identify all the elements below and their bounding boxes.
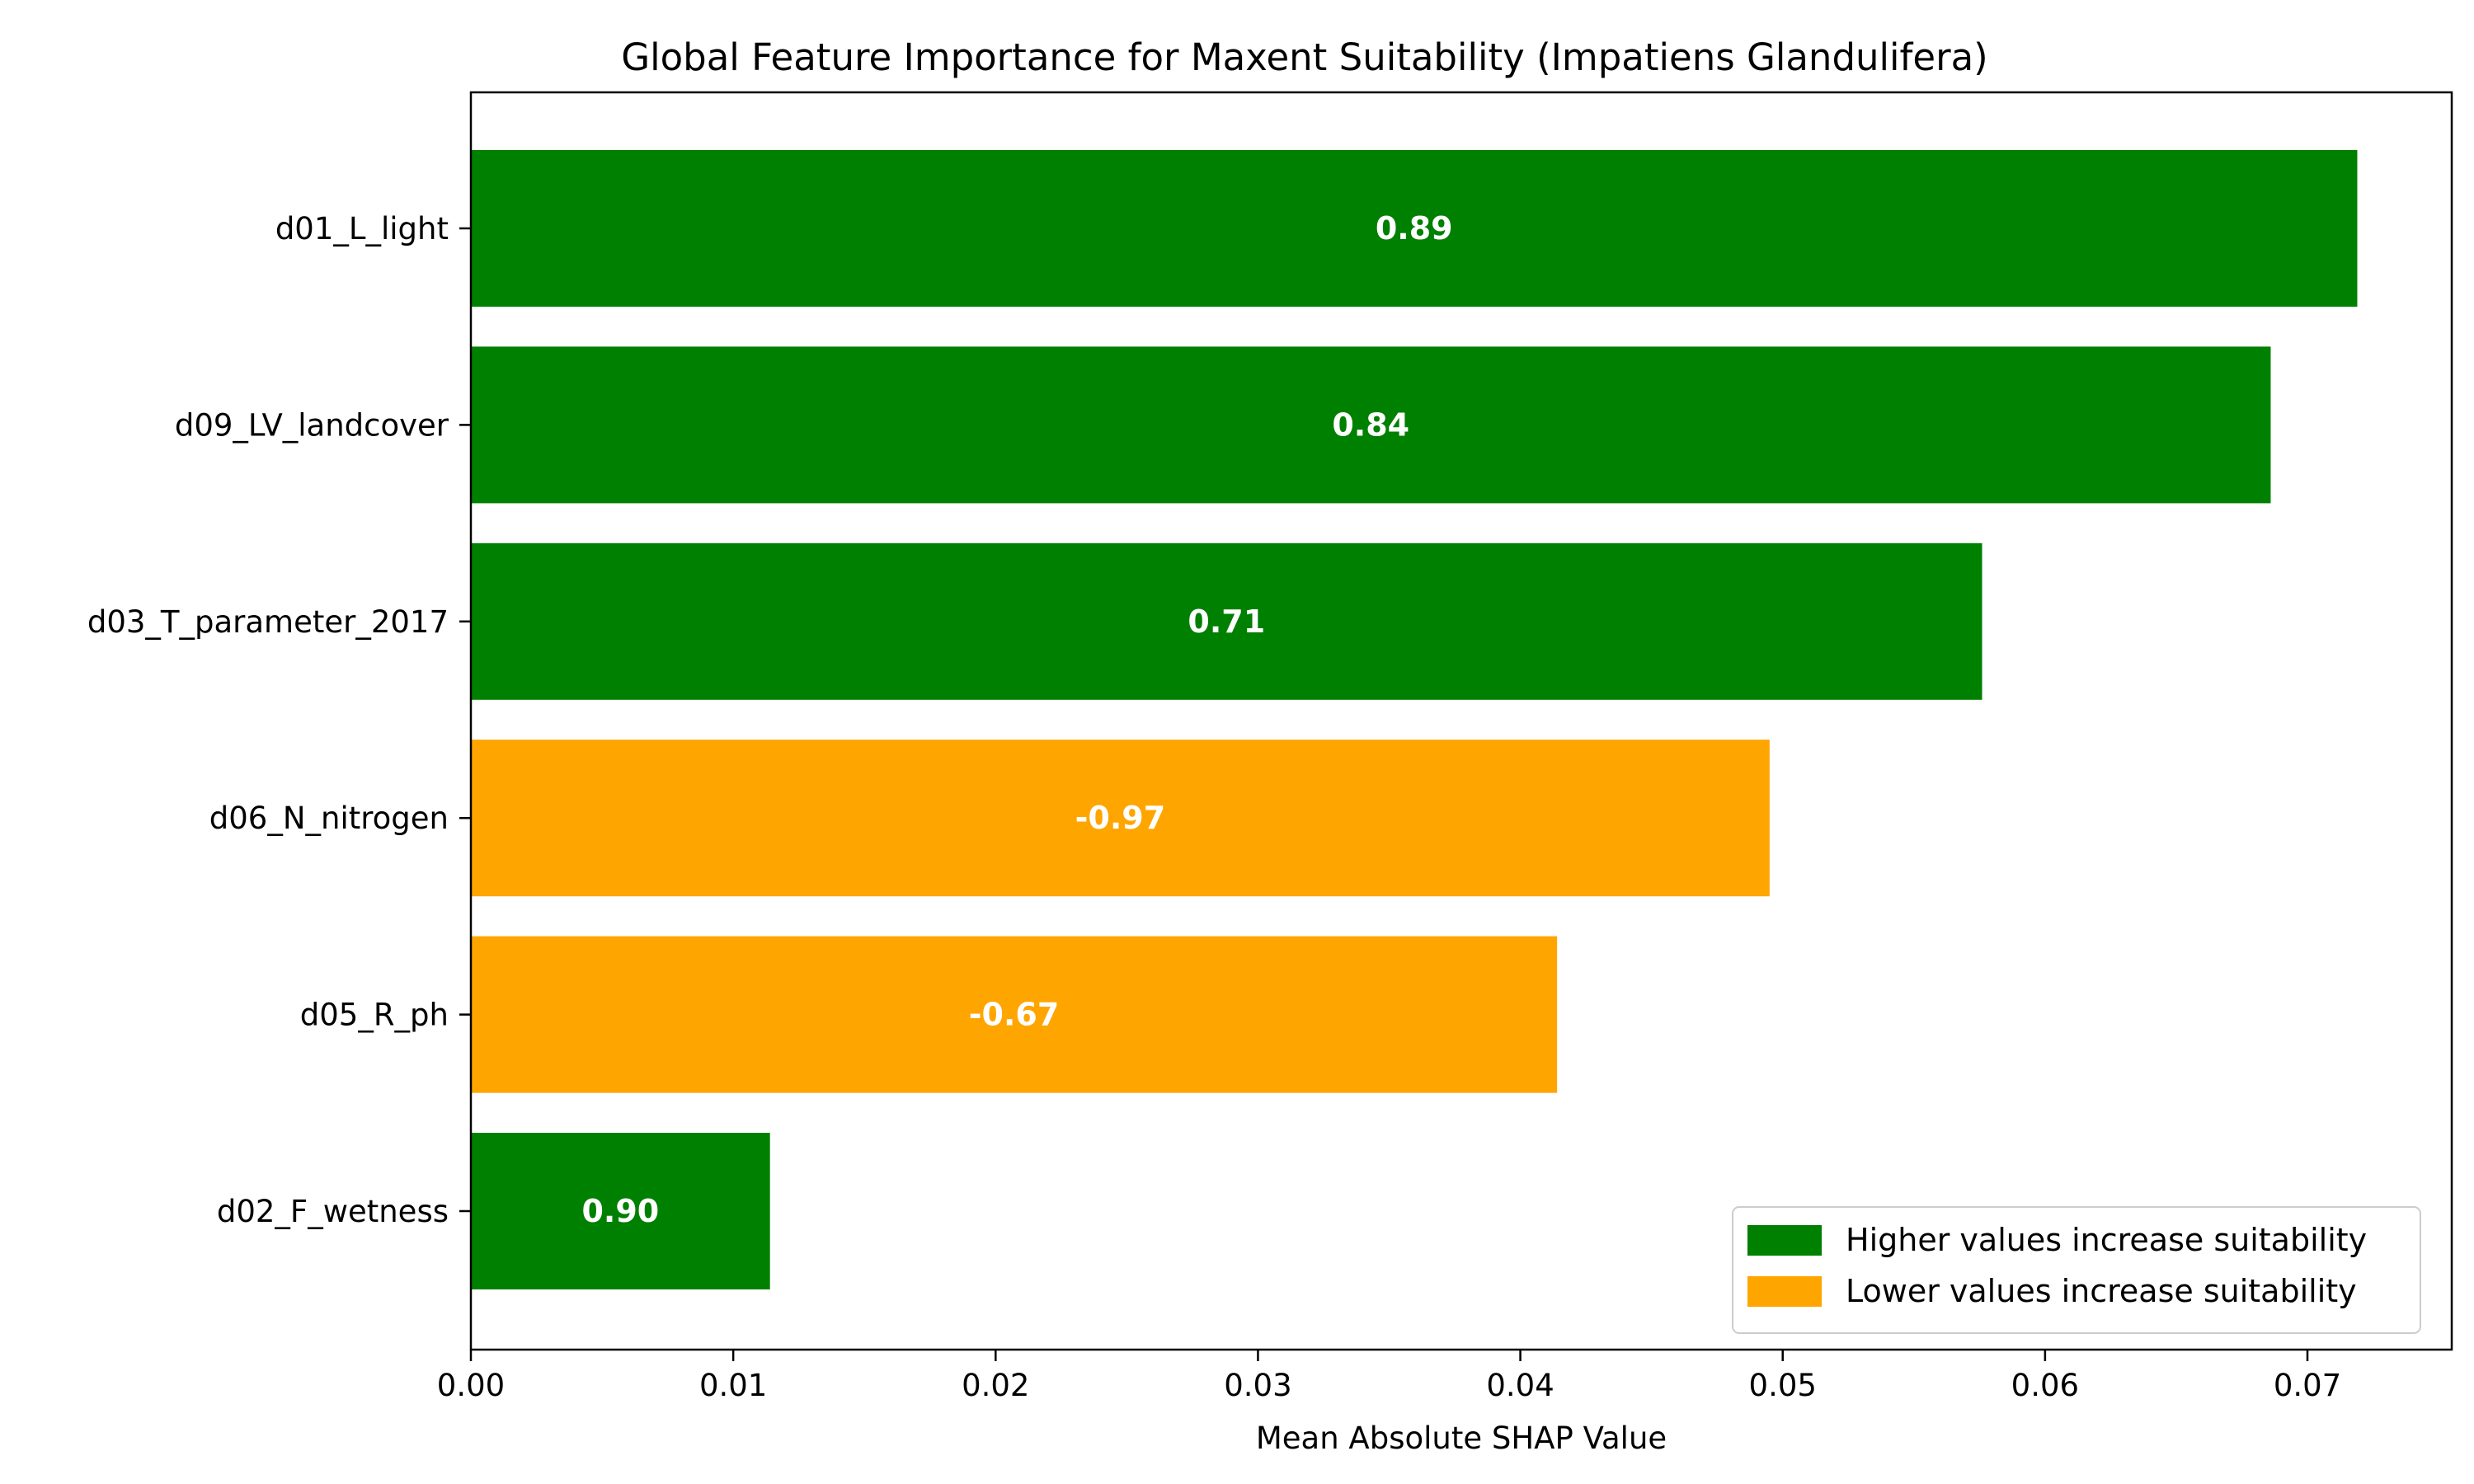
bar-label-d01_L_light: 0.89 — [1376, 210, 1453, 247]
y-tick-label: d02_F_wetness — [217, 1194, 449, 1229]
x-tick-label: 0.02 — [962, 1368, 1029, 1403]
legend-swatch — [1747, 1276, 1822, 1307]
bar-d06_N_nitrogen — [471, 740, 1770, 897]
legend-swatch — [1747, 1225, 1822, 1256]
bar-d02_F_wetness — [471, 1133, 770, 1289]
y-axis: d01_L_light d09_LV_landcover d03_T_paramet… — [87, 211, 471, 1229]
bar-label-d06_N_nitrogen: -0.97 — [1075, 800, 1166, 836]
x-axis-label: Mean Absolute SHAP Value — [1256, 1421, 1667, 1456]
plot-frame — [469, 91, 2453, 1351]
legend-label: Lower values increase suitability — [1846, 1273, 2357, 1309]
bar-d01_L_light — [471, 150, 2358, 307]
x-tick-label: 0.03 — [1224, 1368, 1291, 1403]
y-tick-label: d06_N_nitrogen — [209, 801, 449, 836]
bar-d05_R_ph — [471, 936, 1558, 1093]
y-tick-label: d03_T_parameter_2017 — [87, 604, 449, 640]
chart-title: Global Feature Importance for Maxent Sui… — [621, 35, 1987, 79]
x-tick-label: 0.06 — [2011, 1368, 2079, 1403]
legend-box — [1732, 1206, 2421, 1334]
x-tick-label: 0.04 — [1486, 1368, 1554, 1403]
x-tick-label: 0.00 — [437, 1368, 505, 1403]
x-tick-label: 0.05 — [1749, 1368, 1817, 1403]
x-tick-label: 0.01 — [699, 1368, 767, 1403]
y-tick-label: d09_LV_landcover — [175, 407, 449, 443]
y-tick-label: d05_R_ph — [300, 998, 449, 1033]
bar-label-d05_R_ph: -0.67 — [969, 997, 1060, 1033]
bar-label-d03_T_parameter_2017: 0.71 — [1188, 603, 1265, 640]
bar-label-d02_F_wetness: 0.90 — [581, 1193, 659, 1229]
bar-label-d09_LV_landcover: 0.84 — [1332, 406, 1409, 443]
legend: Higher values increase suitability Lower … — [1732, 1206, 2421, 1334]
legend-label: Higher values increase suitability — [1846, 1222, 2367, 1258]
bars-layer: 0.89 0.84 0.71 -0.97 -0.67 0.90 — [471, 150, 2358, 1289]
y-tick-label: d01_L_light — [275, 211, 449, 247]
bar-d09_LV_landcover — [471, 346, 2271, 504]
x-axis: 0.00 0.01 0.02 0.03 0.04 0.05 0.06 0.07 — [437, 1350, 2341, 1403]
bar-d03_T_parameter_2017 — [471, 542, 1982, 700]
x-tick-label: 0.07 — [2274, 1368, 2341, 1403]
